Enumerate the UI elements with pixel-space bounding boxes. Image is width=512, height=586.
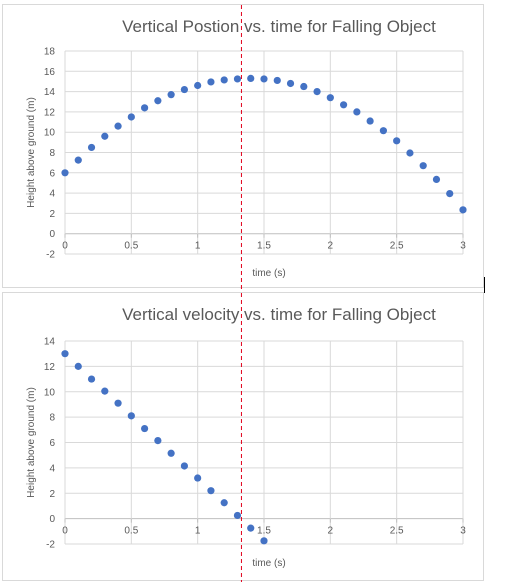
velocity-data-point [141,424,149,433]
position-ytick-label: 2 [49,209,55,220]
position-ytick-label: 6 [49,168,55,179]
velocity-ytick-label: 4 [49,463,55,474]
position-ytick-label: 4 [49,189,55,200]
velocity-ytick-label: 12 [44,362,56,373]
position-data-point [459,206,467,214]
velocity-ytick-label: -2 [46,540,55,551]
position-data-point [379,127,387,135]
position-data-point [393,137,401,145]
position-data-point [286,79,295,88]
velocity-xtick-label: 3 [460,526,466,537]
velocity-data-point [74,362,82,370]
position-y-axis-label: Height above ground (m) [26,97,37,208]
position-data-point [432,175,441,183]
position-data-point [353,108,361,116]
velocity-data-point [247,524,255,532]
velocity-data-point [233,511,242,520]
position-xtick-label: 1.5 [257,241,271,252]
position-data-point [233,75,242,83]
position-data-point [180,85,188,94]
velocity-data-point [101,387,109,395]
velocity-ytick-label: 2 [49,489,55,500]
position-chart: Vertical Postion vs. time for Falling Ob… [26,5,467,289]
position-data-point [313,88,321,96]
velocity-data-point [61,350,69,358]
position-data-point [419,162,427,170]
velocity-ytick-label: 14 [44,337,56,348]
velocity-xtick-label: 0.5 [124,526,138,537]
position-ytick-label: -2 [46,250,55,261]
position-data-point [446,190,454,198]
position-data-point [114,122,122,130]
velocity-xtick-label: 2.5 [390,526,404,537]
position-data-point [326,94,334,102]
position-ytick-label: 12 [44,107,56,118]
position-data-point [366,117,374,125]
velocity-data-point [194,474,202,482]
velocity-data-point [114,399,122,407]
position-data-point [220,76,228,84]
velocity-ytick-label: 8 [49,413,55,424]
position-data-point [247,74,255,83]
position-data-point [74,156,82,164]
position-data-point [300,82,308,91]
position-xtick-label: 2 [328,241,334,252]
position-data-point [340,101,348,109]
velocity-data-point [260,537,268,545]
velocity-xtick-label: 1 [195,526,201,537]
velocity-xtick-label: 0 [62,526,68,537]
position-data-point [273,76,281,85]
velocity-data-point [87,375,96,383]
velocity-chart-panel: Vertical velocity vs. time for Falling O… [2,292,484,582]
velocity-xtick-label: 2 [328,526,334,537]
position-xtick-label: 1 [195,241,201,252]
position-data-point [194,81,202,90]
velocity-data-point [127,412,135,420]
position-title: Vertical Postion vs. time for Falling Ob… [122,17,436,36]
position-data-point [260,75,268,83]
position-data-point [61,169,69,177]
position-data-point [154,97,162,105]
position-ytick-label: 14 [44,87,56,98]
velocity-title: Vertical velocity vs. time for Falling O… [122,305,436,324]
position-ytick-label: 10 [44,128,56,139]
position-data-point [101,132,109,140]
velocity-xtick-label: 1.5 [257,526,271,537]
velocity-ytick-label: 10 [44,387,56,398]
position-chart-panel: Vertical Postion vs. time for Falling Ob… [2,4,484,289]
position-data-point [87,143,96,152]
position-data-point [141,104,149,112]
position-data-point [127,113,135,121]
velocity-data-point [154,436,162,445]
velocity-data-point [167,449,175,457]
velocity-ytick-label: 6 [49,438,55,449]
velocity-data-point [207,487,215,495]
position-ytick-label: 8 [49,148,55,159]
position-xtick-label: 0.5 [124,241,138,252]
position-xtick-label: 3 [460,241,466,252]
position-xtick-label: 2.5 [390,241,404,252]
velocity-ytick-label: 0 [49,514,55,525]
position-ytick-label: 0 [49,229,55,240]
position-ytick-label: 18 [44,47,56,58]
position-xtick-label: 0 [62,241,68,252]
velocity-data-point [220,499,228,507]
window-edge-divider [484,277,485,293]
velocity-y-axis-label: Height above ground (m) [26,387,37,498]
position-ytick-label: 16 [44,67,56,78]
velocity-chart: Vertical velocity vs. time for Falling O… [26,293,466,582]
position-x-axis-label: time (s) [252,268,285,279]
velocity-data-point [180,462,188,470]
position-data-point [406,149,414,157]
position-data-point [167,91,175,99]
velocity-x-axis-label: time (s) [252,558,285,569]
position-data-point [207,78,215,86]
